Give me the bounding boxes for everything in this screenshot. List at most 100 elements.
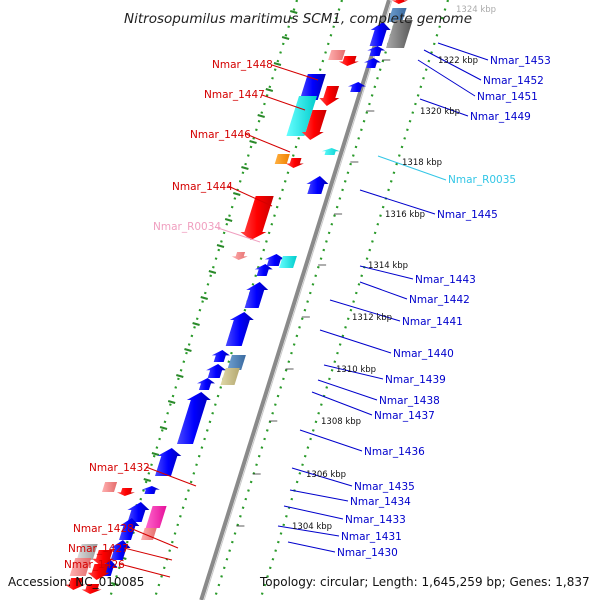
feature-nmar-1433b — [145, 506, 167, 528]
tick-label: 1304 kbp — [292, 522, 332, 532]
genome-summary-text: Topology: circular; Length: 1,645,259 bp… — [259, 575, 590, 589]
feature-nmar-1447c — [286, 96, 317, 136]
map-title: Nitrosopumilus maritimus SCM1, complete … — [124, 11, 472, 27]
gene-label: Nmar_1440 — [393, 348, 454, 360]
feature-nmar-1443 — [264, 254, 285, 266]
tick-mark — [265, 88, 274, 92]
tick-mark — [257, 114, 265, 118]
tick-mark — [151, 452, 160, 456]
connector-nmar-1430 — [287, 541, 336, 553]
gene-label: Nmar_1449 — [470, 111, 531, 123]
connector-nmar-1453 — [437, 42, 489, 61]
connector-nmar-1437 — [311, 391, 373, 416]
feature-nmar-1428b — [92, 550, 115, 566]
gene-label: Nmar_1434 — [350, 496, 411, 508]
tick-mark — [249, 140, 257, 144]
tick-label: 1318 kbp — [402, 158, 442, 168]
connector-nmar-1427 — [123, 547, 173, 561]
connector-nmar-1441 — [329, 299, 401, 322]
connector-nmar-1438 — [317, 379, 378, 401]
connector-nmar-1431 — [277, 525, 340, 537]
gene-label: Nmar_1445 — [437, 209, 498, 221]
gene-label: Nmar_1426 — [64, 559, 125, 571]
feature-nmar-1432 — [102, 482, 118, 492]
feature-nmar-1427b — [87, 564, 110, 580]
forward-gene-labels: Nmar_1448 Nmar_1447 Nmar_1446 Nmar_1444 … — [64, 59, 273, 571]
gene-label: Nmar_1437 — [374, 410, 435, 422]
gene-label: Nmar_1433 — [345, 514, 406, 526]
connector-nmar-1447 — [261, 94, 306, 111]
connector-nmar-1428 — [129, 527, 179, 549]
tick-label: 1314 kbp — [368, 261, 408, 271]
gene-label: Nmar_1443 — [415, 274, 476, 286]
connector-nmar-1448 — [271, 64, 319, 81]
backbone-highlight — [203, 0, 393, 600]
feature-top-red — [391, 0, 408, 4]
reverse-gene-labels: Nmar_1453 Nmar_1452 Nmar_1451 Nmar_1449 … — [337, 55, 551, 559]
guide-line-inner-left — [153, 0, 344, 600]
feature-nmar-1446b — [301, 110, 327, 140]
gene-label: Nmar_1447 — [204, 89, 265, 101]
gene-label: Nmar_1441 — [402, 316, 463, 328]
feature-nmar-1446c — [285, 158, 304, 168]
feature-nmar-1426 — [65, 578, 85, 590]
feature-nmar-1448b — [328, 50, 346, 60]
gene-label: Nmar_1427 — [68, 543, 129, 555]
gene-label: Nmar_1436 — [364, 446, 425, 458]
tick-mark — [208, 270, 217, 274]
connector-nmar-1439 — [323, 364, 384, 380]
feature-nmar-1433 — [127, 502, 150, 522]
gene-label: Nmar_R0034 — [153, 221, 221, 233]
gene-label: Nmar_1430 — [337, 547, 398, 559]
genome-backbone — [199, 0, 393, 600]
connector-nmar-1434 — [289, 489, 349, 502]
gene-label: Nmar_1452 — [483, 75, 544, 87]
gene-label: Nmar_1446 — [190, 129, 251, 141]
tick-mark — [200, 296, 209, 300]
feature-nmar-1451b — [367, 46, 386, 56]
tick-label: 1306 kbp — [306, 470, 346, 480]
feature-nmar-1438 — [206, 364, 227, 378]
gene-label: Nmar_1431 — [341, 531, 402, 543]
tick-label: 1316 kbp — [385, 210, 425, 220]
tick-mark — [110, 582, 119, 586]
accession-text: Accession: NC_010085 — [8, 575, 144, 589]
feature-nmar-1426b — [81, 584, 102, 594]
feature-nmar-1427 — [69, 558, 92, 576]
connector-nmar-1433 — [283, 505, 344, 520]
feature-nmar-1443b — [279, 256, 297, 268]
connector-nmar-1444 — [227, 185, 273, 207]
tick-mark — [216, 244, 225, 248]
tick-mark — [192, 322, 200, 326]
tick-label: 1308 kbp — [321, 417, 361, 427]
feature-nmar-1446 — [274, 154, 290, 164]
gene-label: Nmar_1448 — [212, 59, 273, 71]
connector-nmar-r0034 — [214, 226, 261, 243]
gene-label: Nmar_1435 — [354, 481, 415, 493]
feature-nmar-1430 — [110, 540, 131, 560]
guide-line-outer-right — [259, 0, 450, 600]
gene-label: Nmar_1442 — [409, 294, 470, 306]
feature-nmar-1439 — [211, 350, 230, 362]
feature-nmar-1434 — [141, 486, 160, 494]
feature-nmar-1435 — [155, 448, 182, 476]
connector-nmar-r0035 — [377, 155, 447, 181]
tick-mark — [224, 218, 233, 222]
connector-nmar-1436 — [299, 429, 363, 452]
feature-nmar-r0034 — [231, 252, 248, 260]
tick-mark — [184, 348, 192, 352]
guide-line-outer-left — [108, 0, 299, 600]
connector-nmar-1449 — [419, 98, 469, 117]
connector-nmar-1432 — [145, 466, 197, 487]
feature-nmar-1453 — [388, 8, 407, 22]
feature-nmar-1431 — [119, 518, 140, 540]
tick-label: 1322 kbp — [438, 56, 478, 66]
gene-label: Nmar_1453 — [490, 55, 551, 67]
gene-label: Nmar_1451 — [477, 91, 538, 103]
feature-nmar-1437 — [197, 378, 215, 390]
gene-label: Nmar_1438 — [379, 395, 440, 407]
connector-nmar-1435 — [291, 467, 353, 487]
feature-nmar-1449 — [347, 82, 366, 92]
tick-mark — [289, 10, 298, 14]
